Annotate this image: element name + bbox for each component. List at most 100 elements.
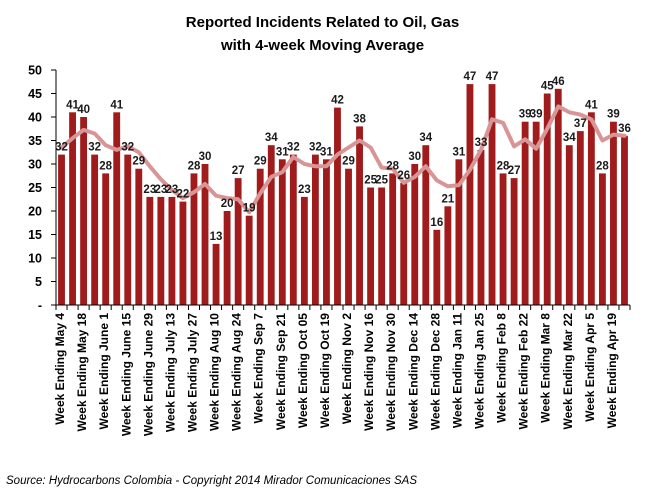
data-label: 23	[166, 184, 179, 196]
bar	[422, 145, 430, 305]
x-tick-label: Week Ending July 27	[186, 313, 200, 432]
bar	[532, 121, 540, 305]
data-label: 20	[221, 198, 234, 210]
bar	[334, 107, 341, 305]
x-tick-label: Week Ending Nov 2	[340, 313, 354, 424]
data-label: 32	[88, 142, 101, 154]
bar	[146, 196, 154, 305]
bar	[179, 201, 187, 305]
x-tick-label: Week Ending May 4	[53, 313, 67, 425]
bar	[444, 206, 452, 305]
bar	[91, 154, 99, 305]
chart-title-line-2: with 4-week Moving Average	[220, 37, 425, 54]
y-tick-label: -	[38, 299, 42, 313]
data-label: 28	[99, 160, 112, 172]
data-label: 41	[66, 99, 79, 111]
bar	[124, 154, 132, 305]
x-tick-label: Week Ending Mar 22	[561, 313, 575, 430]
x-tick-label: Week Ending July 13	[163, 313, 177, 432]
data-label: 23	[154, 184, 167, 196]
data-label: 28	[188, 160, 201, 172]
x-tick-label: Week Ending May 18	[75, 313, 89, 432]
bar	[267, 145, 275, 305]
bar	[212, 243, 220, 305]
data-label: 31	[320, 146, 333, 158]
x-axis: Week Ending May 4 Week Ending May 18 Week …	[53, 304, 631, 436]
x-tick-label: Week Ending Oct 05	[296, 313, 310, 428]
bar	[356, 126, 363, 306]
data-label: 47	[486, 71, 499, 83]
bar	[190, 173, 198, 305]
x-tick-label: Week Ending Apr 5	[583, 313, 597, 422]
y-tick-label: 15	[28, 228, 42, 242]
data-label: 32	[121, 142, 134, 154]
bar	[278, 159, 286, 305]
data-label: 39	[519, 109, 532, 121]
bar	[477, 149, 485, 305]
bar	[598, 173, 606, 305]
x-tick-label: Week Ending Sep 7	[252, 313, 266, 424]
bar	[311, 154, 319, 305]
data-label: 39	[607, 109, 620, 121]
data-label: 29	[342, 156, 355, 168]
bar	[323, 159, 330, 305]
data-label: 36	[618, 123, 631, 135]
x-tick-label: Week Ending Nov 30	[384, 313, 398, 431]
x-tick-label: Week Ending Oct 19	[318, 313, 332, 428]
data-label: 25	[375, 175, 388, 187]
data-label: 32	[287, 142, 300, 154]
bar	[113, 112, 121, 305]
x-tick-label: Week Ending Aug 10	[208, 313, 222, 431]
data-label: 19	[243, 203, 256, 215]
x-tick-label: Week Ending June 1	[97, 313, 111, 430]
bar	[157, 196, 165, 305]
bar	[565, 145, 573, 305]
y-tick-label: 45	[28, 87, 42, 101]
data-label: 42	[331, 95, 344, 107]
x-tick-label: Week Ending Sep 21	[274, 313, 288, 430]
data-label: 31	[453, 146, 466, 158]
data-label: 26	[397, 170, 410, 182]
bar	[300, 196, 308, 305]
data-label: 46	[552, 76, 565, 88]
data-label: 13	[210, 231, 223, 243]
y-tick-label: 5	[35, 275, 42, 289]
data-label: 27	[508, 165, 521, 177]
bar	[201, 164, 209, 305]
bar	[168, 196, 176, 305]
x-tick-label: Week Ending Feb 22	[517, 313, 531, 430]
bar	[223, 211, 231, 305]
data-label: 32	[309, 142, 322, 154]
data-label: 41	[585, 99, 598, 111]
x-tick-label: Week Ending Jan 11	[450, 313, 464, 428]
data-label: 30	[408, 151, 421, 163]
data-label: 29	[132, 156, 145, 168]
data-label: 34	[419, 132, 432, 144]
data-label: 28	[497, 160, 510, 172]
y-tick-label: 30	[28, 158, 42, 172]
x-tick-label: Week Ending June 29	[141, 313, 155, 436]
bar	[289, 154, 297, 305]
data-label: 39	[530, 109, 543, 121]
x-tick-label: Week Ending Mar 8	[539, 313, 553, 423]
bar	[554, 88, 562, 305]
data-label: 30	[199, 151, 212, 163]
bar	[488, 84, 496, 305]
bar	[510, 178, 518, 305]
data-label: 34	[563, 132, 576, 144]
x-tick-label: Week Ending June 15	[119, 313, 133, 436]
bar	[587, 112, 595, 305]
y-tick-label: 35	[28, 134, 42, 148]
y-tick-label: 40	[28, 111, 42, 125]
data-label: 31	[276, 146, 289, 158]
bar	[455, 159, 463, 305]
x-tick-label: Week Ending Aug 24	[230, 313, 244, 431]
moving-average-series	[59, 104, 627, 215]
data-labels: 3241403228413229232323222830132027192934…	[55, 71, 631, 243]
bar	[245, 215, 253, 305]
bar	[69, 112, 76, 305]
bar	[58, 154, 65, 305]
bar	[411, 164, 419, 305]
bar	[389, 173, 397, 305]
